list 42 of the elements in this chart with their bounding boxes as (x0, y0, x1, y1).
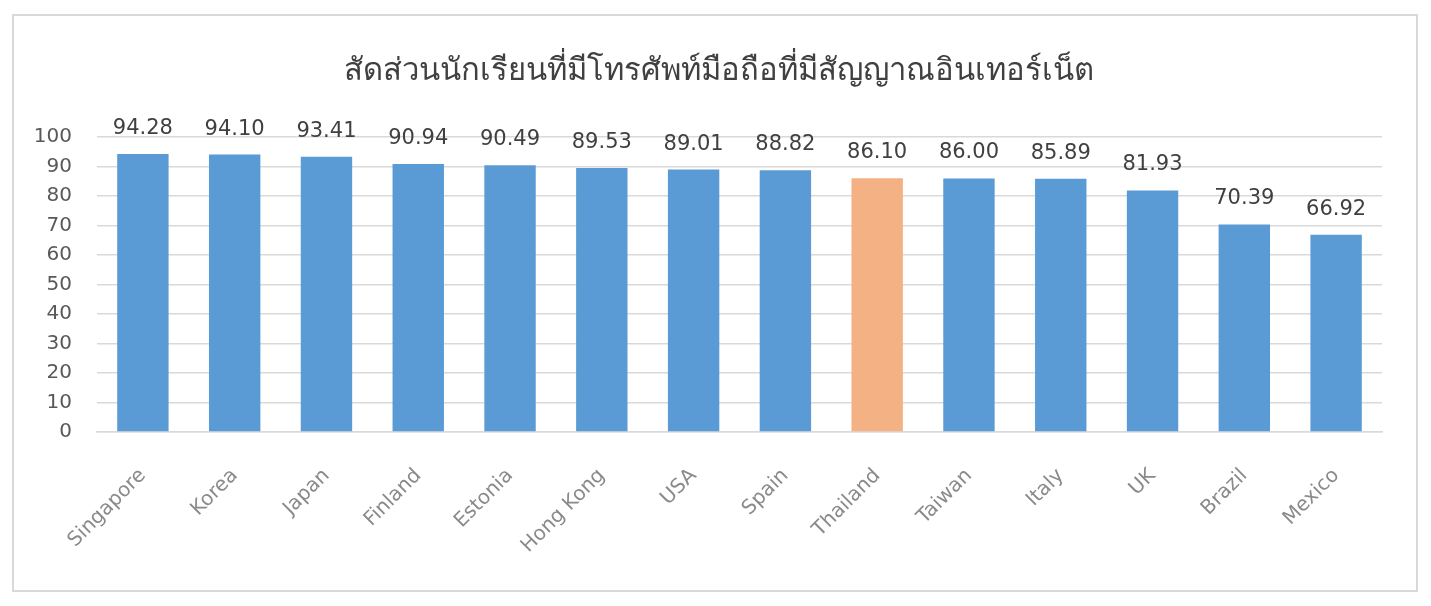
y-tick-label: 70 (46, 211, 72, 236)
y-tick-label: 0 (59, 418, 72, 443)
data-label: 93.41 (296, 117, 357, 142)
bar (300, 156, 353, 432)
bar (208, 154, 261, 432)
y-tick-label: 30 (46, 329, 72, 354)
y-tick-label: 40 (46, 300, 72, 325)
data-label: 90.49 (479, 126, 541, 151)
bar (667, 169, 720, 432)
data-label: 70.39 (1214, 185, 1275, 210)
bar (1126, 190, 1179, 432)
y-tick-label: 60 (46, 241, 72, 266)
bar (759, 170, 812, 432)
data-label: 94.10 (204, 115, 265, 140)
y-tick-label: 100 (33, 123, 72, 148)
bar (943, 178, 995, 432)
data-label: 66.92 (1306, 195, 1367, 220)
y-tick-label: 20 (46, 359, 72, 384)
data-label: 85.89 (1030, 139, 1091, 164)
bar (1310, 234, 1362, 432)
x-tick-label: UK (1123, 462, 1161, 500)
data-label: 89.53 (571, 129, 632, 154)
y-tick-label: 90 (46, 152, 72, 177)
bar (1218, 224, 1271, 432)
bar (484, 165, 536, 432)
data-label: 88.82 (755, 131, 816, 156)
y-tick-label: 10 (46, 388, 72, 413)
bar (117, 154, 169, 432)
bar (576, 168, 628, 432)
data-label: 89.01 (663, 130, 724, 155)
x-tick-label: USA (654, 462, 702, 509)
y-tick-label: 80 (46, 182, 72, 207)
bar (851, 178, 903, 432)
data-label: 81.93 (1122, 151, 1183, 176)
chart-title: สัดส่วนนักเรียนที่มีโทรศัพท์มือถือที่มีสัญญาณอินเทอร์เน็ต (344, 47, 1094, 87)
bar (392, 163, 444, 432)
data-label: 86.00 (938, 139, 1000, 164)
data-label: 86.10 (847, 139, 908, 164)
y-tick-label: 50 (46, 270, 72, 295)
bar (1035, 178, 1087, 432)
data-label: 90.94 (388, 124, 449, 149)
data-label: 94.28 (112, 115, 173, 140)
